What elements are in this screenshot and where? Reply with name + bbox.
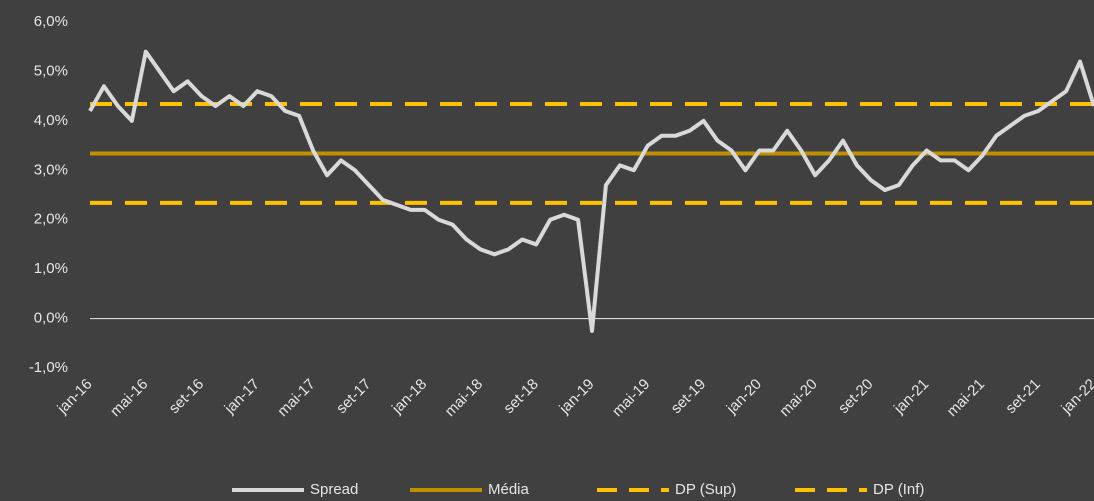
y-tick-label: 5,0%: [34, 62, 68, 79]
x-tick-label: mai-17: [274, 376, 318, 420]
x-tick-label: jan-20: [723, 376, 765, 418]
x-tick-label: mai-18: [442, 376, 486, 420]
x-tick-label: set-20: [835, 376, 877, 418]
x-tick-label: jan-16: [53, 376, 95, 418]
x-tick-label: mai-19: [609, 376, 653, 420]
x-tick-label: jan-22: [1057, 376, 1094, 418]
x-tick-label: set-18: [500, 376, 542, 418]
legend-label: Média: [488, 481, 530, 498]
legend-label: Spread: [310, 481, 358, 498]
y-tick-label: -1,0%: [29, 359, 68, 376]
x-tick-label: set-17: [333, 376, 375, 418]
x-tick-label: mai-16: [107, 376, 151, 420]
x-tick-label: mai-21: [944, 376, 988, 420]
y-tick-label: 1,0%: [34, 260, 68, 277]
legend-label: DP (Inf): [873, 481, 924, 498]
x-tick-label: jan-18: [388, 376, 430, 418]
y-tick-label: 3,0%: [34, 161, 68, 178]
legend-label: DP (Sup): [675, 481, 736, 498]
x-tick-label: set-16: [166, 376, 208, 418]
x-tick-label: jan-19: [555, 376, 597, 418]
y-tick-label: 4,0%: [34, 112, 68, 129]
spread-line: [88, 49, 1094, 333]
x-tick-label: set-19: [668, 376, 710, 418]
y-tick-label: 0,0%: [34, 310, 68, 327]
x-tick-label: set-21: [1002, 376, 1044, 418]
x-tick-label: jan-21: [890, 376, 932, 418]
x-tick-label: jan-17: [221, 376, 263, 418]
x-tick-label: mai-20: [776, 376, 820, 420]
y-tick-label: 6,0%: [34, 13, 68, 30]
y-tick-label: 2,0%: [34, 211, 68, 228]
